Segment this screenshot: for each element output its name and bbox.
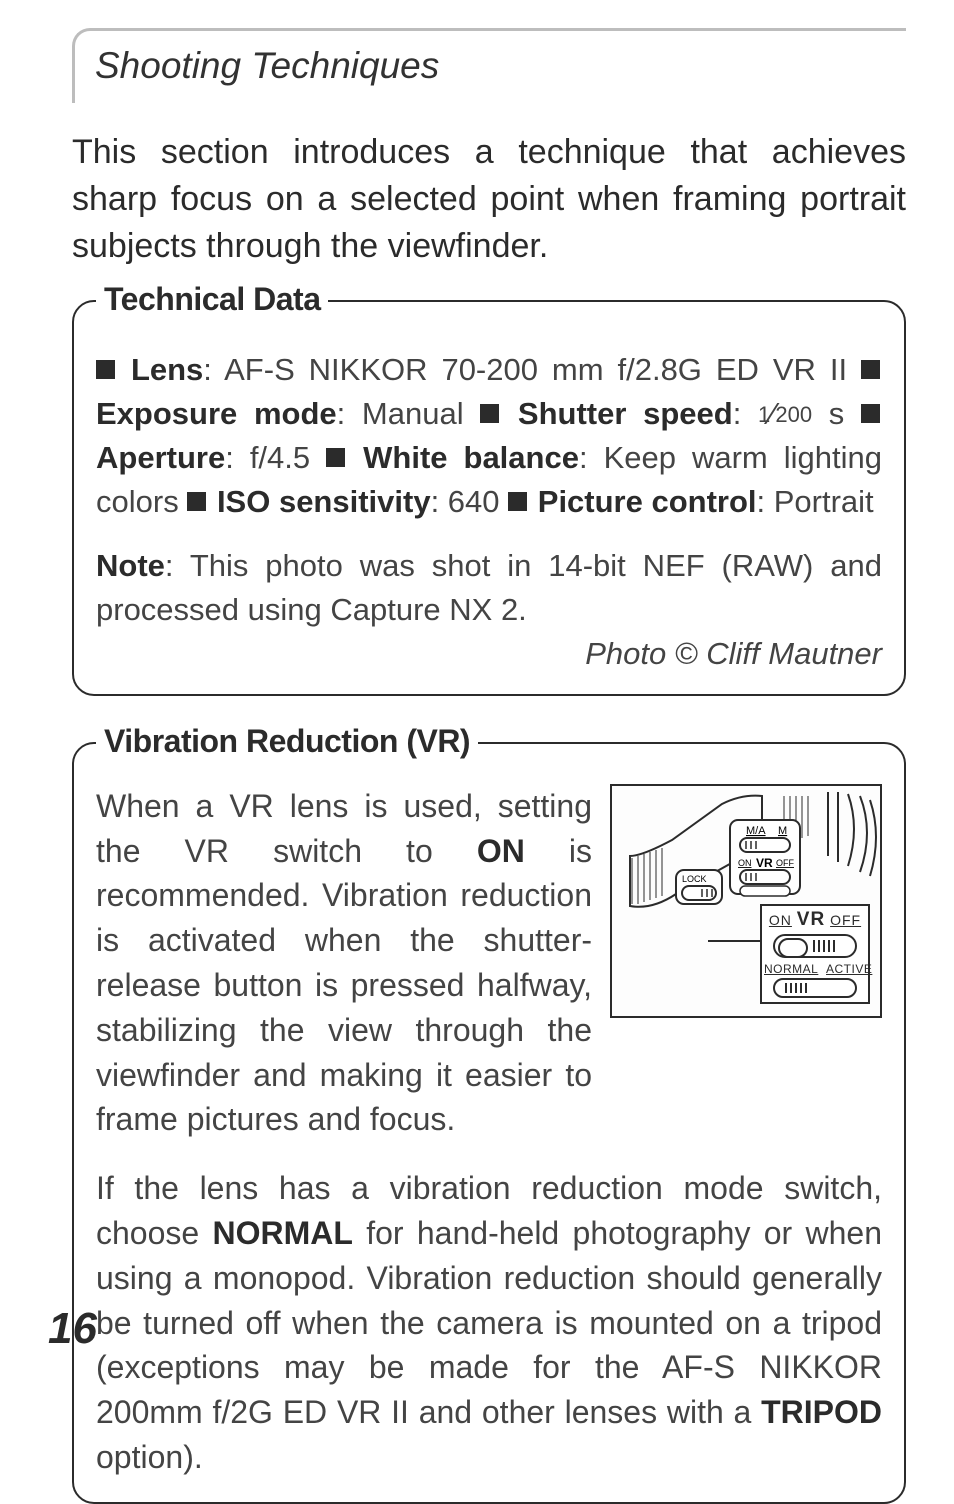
label-picture-control: Picture control [538,484,757,519]
vr-p1-b: is recommended. Vibration reduction is a… [96,833,592,1138]
value-iso: : 640 [431,484,509,519]
lens-lock-label: LOCK [682,874,707,884]
note-text: : This photo was shot in 14-bit NEF (RAW… [96,548,882,627]
bullet-icon [861,404,880,423]
technical-data-body: Lens: AF-S NIKKOR 70-200 mm f/2.8G ED VR… [96,348,882,524]
callout-row-mode: NORMAL ACTIVE [764,962,866,976]
technical-note: Note: This photo was shot in 14-bit NEF … [96,544,882,632]
callout-active: ACTIVE [826,962,872,976]
bullet-icon [96,360,115,379]
section-title: Shooting Techniques [95,45,906,87]
vr-p2-c: option). [96,1439,203,1475]
lens-m-label: M [778,825,787,837]
lens-on-label: ON [738,858,752,868]
bullet-icon [861,360,880,379]
lens-ma-label: M/A [746,825,766,837]
vr-paragraph-1: When a VR lens is used, setting the VR s… [96,784,592,1142]
callout-off: OFF [830,912,861,928]
label-iso: ISO sensitivity [217,484,431,519]
value-lens: : AF-S NIKKOR 70-200 mm f/2.8G ED VR II [203,352,861,387]
value-shutter-post: s [812,396,861,431]
vr-paragraph-2: If the lens has a vibration reduction mo… [96,1166,882,1480]
bullet-icon [508,492,527,511]
label-white-balance: White balance [363,440,579,475]
label-aperture: Aperture [96,440,225,475]
value-picture-control: : Portrait [757,484,874,519]
callout-on: ON [769,912,792,928]
photo-credit: Photo © Cliff Mautner [96,636,882,672]
vr-box: Vibration Reduction (VR) When a VR lens … [72,742,906,1504]
callout-switch-1 [773,934,857,958]
bullet-icon [187,492,206,511]
callout-normal: NORMAL [764,962,818,976]
vr-tripod-label: TRIPOD [761,1394,882,1430]
vr-legend: Vibration Reduction (VR) [96,723,478,760]
intro-paragraph: This section introduces a technique that… [72,129,906,270]
shutter-fraction-num: 1 [758,402,770,427]
vr-normal-label: NORMAL [213,1215,353,1251]
callout-leader-line [708,940,760,942]
label-shutter-speed: Shutter speed [518,396,733,431]
callout-switch-2 [773,978,857,998]
technical-data-box: Technical Data Lens: AF-S NIKKOR 70-200 … [72,300,906,696]
note-label: Note [96,548,165,583]
bullet-icon [326,448,345,467]
value-shutter-pre: : [733,396,758,431]
vr-switch-callout: ON VR OFF NORMAL ACTIVE [760,904,870,1004]
vr-on-label: ON [477,833,525,869]
label-exposure-mode: Exposure mode [96,396,337,431]
technical-data-legend: Technical Data [96,281,328,318]
callout-row-vr: ON VR OFF [764,909,866,931]
lens-off-label: OFF [776,858,794,868]
label-lens: Lens [131,352,203,387]
shutter-fraction-den: 200 [775,402,812,427]
lens-vr-label: VR [756,856,773,870]
section-header: Shooting Techniques [72,28,906,103]
bullet-icon [480,404,499,423]
lens-illustration: M/A M ON VR OFF LOCK [610,784,882,1018]
value-aperture: : f/4.5 [225,440,326,475]
value-exposure-mode: : Manual [337,396,481,431]
callout-vr: VR [797,909,825,930]
page-number: 16 [48,1304,97,1354]
